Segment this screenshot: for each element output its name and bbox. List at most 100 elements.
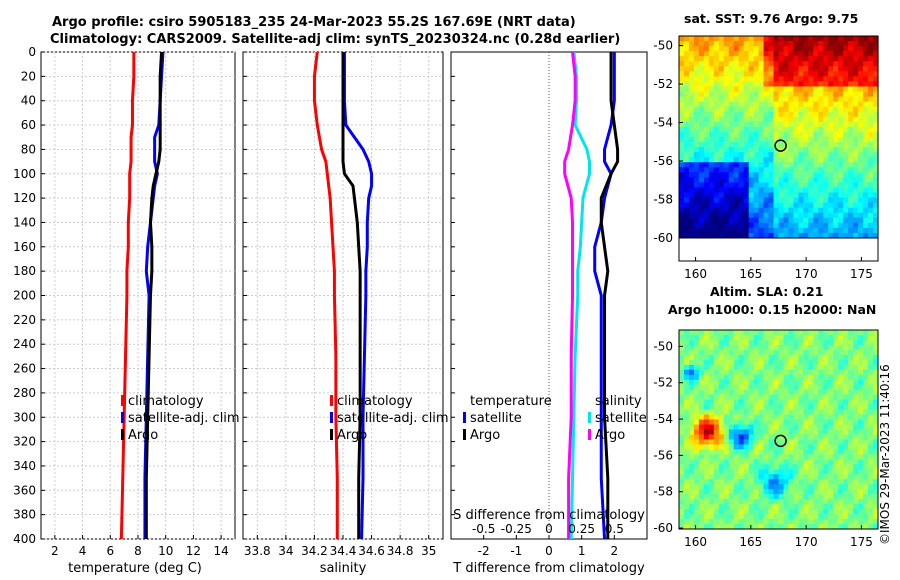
float-location-marker [774,139,787,152]
temperature-legend-item: climatology [128,394,204,409]
depth-tick-label: 220 [13,313,36,327]
temperature-axis-label: temperature (deg C) [68,561,202,576]
x-tick-label: -2 [478,544,490,558]
chart-title-line1: Argo profile: csiro 5905183_235 24-Mar-2… [52,15,576,30]
x-tick-label: 10 [158,544,173,558]
x-tick-labels: 2 4 6 8 10 12 14 33.8 34 34.2 34.4 34.6 34.8 35 -2 -1 0 1… [51,522,624,558]
series-line-satellite-adj-clim [342,52,374,539]
s-difference-tick-label: 0.25 [568,522,595,536]
x-tick-label: 34.4 [330,544,357,558]
salinity-axis-label: salinity [320,561,367,576]
map-lon-label: 175 [850,535,873,549]
legend-swatch [121,429,124,440]
legend-swatch [588,412,591,423]
x-tick-label: 34.2 [301,544,328,558]
salinity-series [312,52,374,539]
series-line-temperature-argo [599,52,620,539]
x-tick-label: 1 [578,544,586,558]
s-difference-tick-label: 0.5 [605,522,624,536]
legends: climatology satellite-adj. clim Argo climat… [121,394,647,443]
x-tick-label: 14 [214,544,229,558]
map-lat-label: -58 [653,485,673,499]
legend-swatch [330,412,333,423]
map-lon-label: 165 [739,267,762,281]
map-lat-label: -52 [653,376,673,390]
map-lat-label: -60 [653,521,673,535]
temperature-legend-item: Argo [128,428,158,443]
map-lon-label: 165 [739,535,762,549]
x-tick-label: 34.6 [358,544,385,558]
salinity-legend-item: climatology [337,394,413,409]
depth-tick-label: 0 [28,45,36,59]
map-lat-label: -58 [653,192,673,206]
sst-map-title: sat. SST: 9.76 Argo: 9.75 [684,11,859,26]
depth-tick-label: 360 [13,483,36,497]
x-tick-label: 34.8 [387,544,414,558]
map-lat-label: -54 [653,116,673,130]
depth-tick-labels: 0 20 40 60 80 100 120 140 160 180 200 220 240 260 280 3… [13,45,36,546]
depth-tick-label: 300 [13,410,36,424]
depth-tick-label: 320 [13,435,36,449]
depth-tick-label: 60 [21,118,36,132]
map-lat-label: -56 [653,448,673,462]
series-line-salinity-argo [563,52,577,539]
depth-tick-label: 260 [13,362,36,376]
difference-legend-item: Argo [595,428,625,443]
legend-swatch [121,412,124,423]
series-line-argo [144,52,164,539]
depth-tick-label: 80 [21,142,36,156]
temperature-legend-item: satellite-adj. clim [128,411,240,426]
depth-tick-label: 200 [13,289,36,303]
x-tick-label: 33.8 [244,544,271,558]
x-tick-label: 35 [421,544,436,558]
map-lat-label: -54 [653,412,673,426]
salinity-legend-item: Argo [337,428,367,443]
depth-tick-label: 180 [13,264,36,278]
depth-tick-label: 140 [13,215,36,229]
difference-legend-item: satellite [470,411,522,426]
sla-map-axes: -50 -52 -54 -56 -58 -60 160 165 170 175 [653,339,872,549]
map-lon-label: 170 [795,535,818,549]
salinity-legend-item: satellite-adj. clim [337,411,449,426]
x-tick-label: 2 [611,544,619,558]
x-tick-label: 34 [278,544,293,558]
map-lon-label: 175 [850,267,873,281]
depth-tick-label: 380 [13,508,36,522]
series-line-climatology [119,52,136,539]
legend-salinity-title: salinity [595,394,642,409]
depth-tick-label: 40 [21,94,36,108]
series-line-climatology [312,52,339,539]
s-difference-tick-label: -0.5 [472,522,495,536]
x-tick-label: 4 [79,544,87,558]
map-lat-label: -60 [653,231,673,245]
temperature-series [119,52,165,539]
depth-tick-label: 120 [13,191,36,205]
map-lat-label: -50 [653,339,673,353]
difference-zero-line [451,51,615,540]
map-lat-label: -56 [653,154,673,168]
legend-swatch [463,429,466,440]
depth-tick-label: 240 [13,337,36,351]
legend-swatch [588,429,591,440]
chart-title-line2: Climatology: CARS2009. Satellite-adj cli… [50,32,621,47]
legend-swatch [463,412,466,423]
x-tick-label: 0 [545,544,553,558]
sla-map-subtitle: Argo h1000: 0.15 h2000: NaN [668,302,877,317]
difference-legend-item: satellite [595,411,647,426]
t-difference-axis-label: T difference from climatology [452,561,645,576]
legend-swatch [330,429,333,440]
map-lon-label: 160 [684,535,707,549]
sla-map [678,329,879,530]
series-line-argo [341,52,362,539]
map-lat-label: -52 [653,77,673,91]
temperature-grid [41,51,235,540]
map-lat-label: -50 [653,39,673,53]
x-tick-label: 2 [51,544,59,558]
difference-series [563,52,620,539]
depth-tick-label: 400 [13,532,36,546]
series-line-salinity-satellite [569,52,592,539]
sst-map-axes: -50 -52 -54 -56 -58 -60 160 165 170 175 [653,39,872,281]
s-difference-axis-label: S difference from climatology [453,508,645,523]
